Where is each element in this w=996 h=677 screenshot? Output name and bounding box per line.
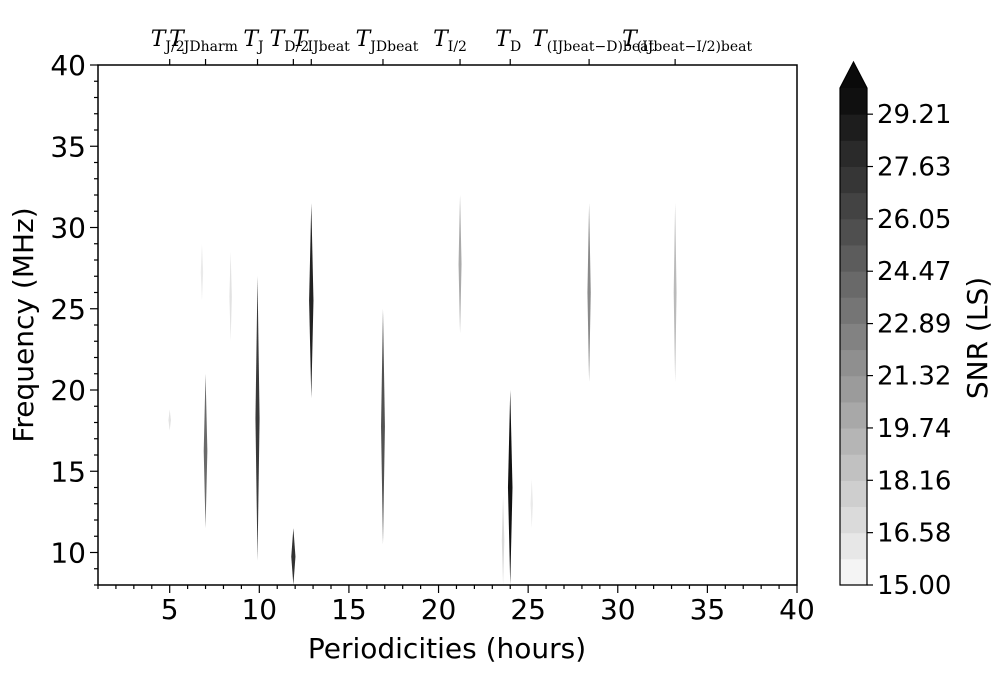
y-tick-label: 20 <box>50 374 86 407</box>
snr-feature <box>673 203 677 382</box>
colorbar-tick-label: 18.16 <box>877 466 951 496</box>
snr-feature <box>507 390 513 585</box>
period-subscript: (IJbeat−I/2)beat <box>637 39 753 55</box>
colorbar-tick-label: 27.63 <box>877 153 951 183</box>
y-axis-title: Frequency (MHz) <box>7 207 40 442</box>
period-subscript: (IJbeat−D)beat <box>547 39 655 55</box>
colorbar-segment <box>840 401 867 429</box>
colorbar-extend-arrow <box>840 62 867 88</box>
period-label: TD <box>495 27 521 55</box>
snr-feature <box>255 276 260 561</box>
x-axis: 5 10 15 20 25 30 35 40 <box>97 585 815 626</box>
y-tick-label: 25 <box>50 293 86 326</box>
snr-feature <box>587 203 591 382</box>
colorbar-segment <box>840 428 867 455</box>
colorbar-segment <box>840 140 867 167</box>
y-axis: 10 15 20 25 30 35 40 <box>50 49 98 586</box>
colorbar-segment <box>840 271 867 298</box>
snr-feature <box>168 409 171 431</box>
period-subscript: D/2 <box>284 39 309 55</box>
colorbar-tick-label: 29.21 <box>877 100 951 130</box>
period-subscript: IJbeat <box>307 39 350 55</box>
period-label: TJDbeat <box>356 27 419 55</box>
colorbar-segment <box>840 375 867 403</box>
y-tick-label: 10 <box>50 537 86 570</box>
colorbar-frame <box>839 60 868 586</box>
colorbar-tick-label: 24.47 <box>877 257 951 287</box>
colorbar-segment <box>840 297 867 324</box>
period-label: TJ <box>243 27 263 55</box>
snr-feature <box>203 373 208 529</box>
x-tick-label: 25 <box>510 593 546 626</box>
y-tick-label: 35 <box>50 130 86 163</box>
x-tick-label: 20 <box>421 593 457 626</box>
colorbar-segment <box>840 532 867 560</box>
y-tick-label: 40 <box>50 49 86 82</box>
period-subscript: JDharm <box>182 39 238 55</box>
period-label: T(IJbeat−I/2)beat <box>622 27 752 55</box>
colorbar-segment <box>840 454 867 481</box>
snr-feature <box>381 308 385 545</box>
colorbar-segment <box>840 480 867 508</box>
snr-feature <box>458 195 462 334</box>
x-tick-label: 15 <box>331 593 367 626</box>
colorbar-tick-label: 22.89 <box>877 310 951 340</box>
x-tick-label: 40 <box>779 593 815 626</box>
colorbar-title: SNR (LS) <box>961 277 994 399</box>
colorbar-tick-label: 21.32 <box>877 362 951 392</box>
period-subscript: JDbeat <box>368 39 418 55</box>
plot-background <box>98 65 797 585</box>
x-tick-label: 10 <box>241 593 277 626</box>
x-tick-label: 5 <box>161 593 179 626</box>
x-axis-title: Periodicities (hours) <box>308 632 586 665</box>
colorbar-segment <box>840 218 867 246</box>
colorbar-segment <box>840 88 867 115</box>
period-subscript: J/2 <box>163 39 184 55</box>
colorbar: 15.00 16.58 18.16 19.74 21.32 22.89 24.47 26.05… <box>839 60 951 601</box>
colorbar-segment <box>840 192 867 220</box>
period-label: TI/2 <box>433 27 467 55</box>
colorbar-segment <box>840 114 867 141</box>
colorbar-segment <box>840 558 867 586</box>
period-label: TJDharm <box>169 27 238 55</box>
colorbar-segment <box>840 506 867 534</box>
snr-feature <box>229 251 232 342</box>
snr-features <box>168 195 677 585</box>
snr-feature <box>291 528 296 585</box>
colorbar-tick-label: 19.74 <box>877 414 951 444</box>
colorbar-segment <box>840 323 867 351</box>
snr-feature <box>200 243 204 301</box>
snr-feature <box>309 203 314 399</box>
x-tick-label: 35 <box>690 593 726 626</box>
period-subscript: I/2 <box>448 39 467 55</box>
period-subscript: D <box>510 39 521 55</box>
snr-feature <box>530 479 533 529</box>
y-tick-label: 30 <box>50 212 86 245</box>
y-tick-label: 15 <box>50 455 86 488</box>
x-tick-label: 30 <box>600 593 636 626</box>
colorbar-segment <box>840 166 867 194</box>
colorbar-segment <box>840 244 867 272</box>
colorbar-tick-label: 16.58 <box>877 519 951 549</box>
period-label: TIJbeat <box>293 27 350 55</box>
colorbar-tick-label: 26.05 <box>877 205 951 235</box>
colorbar-segment <box>840 349 867 377</box>
period-subscript: J <box>256 39 264 55</box>
colorbar-tick-label: 15.00 <box>877 571 951 601</box>
snr-feature <box>501 495 505 585</box>
